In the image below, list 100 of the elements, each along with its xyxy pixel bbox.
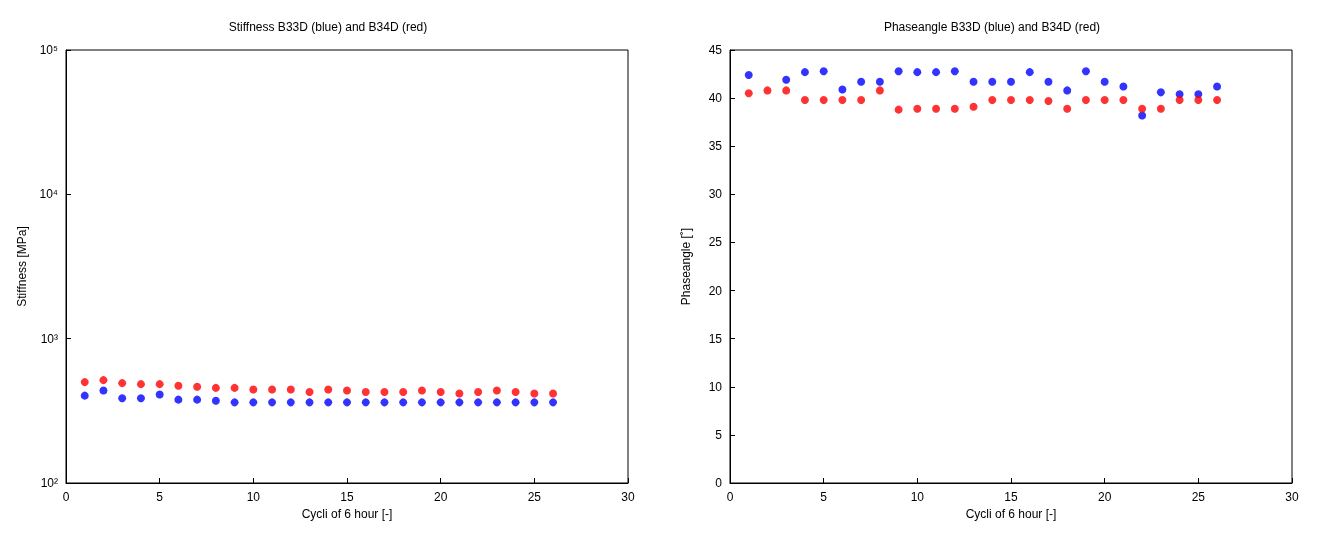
point — [174, 395, 183, 404]
point — [1175, 96, 1184, 105]
point — [782, 86, 791, 95]
point — [324, 385, 333, 394]
point — [230, 383, 239, 392]
x-tick-label: 5 — [820, 490, 828, 504]
point — [1213, 96, 1222, 105]
point — [211, 396, 220, 405]
point — [530, 389, 539, 398]
point — [1025, 68, 1034, 77]
point — [417, 386, 426, 395]
point — [1025, 96, 1034, 105]
x-tick-label: 15 — [340, 490, 354, 504]
y-tick-label: 10⁴ — [39, 187, 58, 202]
point — [380, 388, 389, 397]
y-tick-label: 30 — [708, 187, 723, 202]
point — [988, 96, 997, 105]
point — [875, 77, 884, 86]
point — [1156, 104, 1165, 113]
point — [1138, 104, 1147, 113]
point — [1119, 96, 1128, 105]
point — [1156, 88, 1165, 97]
point — [268, 398, 277, 407]
point — [286, 385, 295, 394]
x-axis-title: Cycli of 6 hour [-] — [965, 506, 1057, 521]
x-tick-label: 25 — [1191, 490, 1206, 504]
point — [155, 380, 164, 389]
point — [1100, 96, 1109, 105]
point — [474, 398, 483, 407]
x-tick-label: 15 — [1004, 490, 1018, 504]
point — [894, 105, 903, 114]
point — [819, 67, 828, 76]
point — [249, 385, 258, 394]
point — [782, 75, 791, 84]
x-tick-label: 5 — [156, 490, 164, 504]
point — [99, 386, 108, 395]
x-tick-label: 20 — [1097, 490, 1112, 504]
point — [1044, 77, 1053, 86]
point — [136, 380, 145, 389]
y-tick-label: 20 — [708, 283, 723, 298]
point — [511, 398, 520, 407]
x-tick-label: 30 — [621, 490, 635, 504]
point — [80, 391, 89, 400]
point — [819, 96, 828, 105]
y-tick-label: 15 — [708, 331, 723, 346]
point — [988, 77, 997, 86]
point — [343, 398, 351, 407]
point — [118, 394, 127, 403]
point — [511, 388, 520, 397]
x-axis-title: Cycli of 6 hour [-] — [301, 506, 393, 521]
point — [436, 398, 445, 407]
point — [838, 85, 847, 94]
point — [1063, 104, 1072, 113]
point — [361, 398, 370, 407]
point — [1194, 96, 1203, 105]
point — [193, 395, 202, 404]
point — [894, 67, 903, 76]
point — [932, 104, 941, 113]
point — [1044, 97, 1053, 105]
chart-title: Phaseangle B33D (blue) and B34D (red) — [883, 20, 1101, 34]
point — [361, 388, 370, 397]
x-tick-label: 30 — [1285, 490, 1299, 504]
y-tick-label: 40 — [708, 91, 723, 106]
y-axis-title: Phaseangle [˚] — [679, 227, 693, 306]
y-axis-title: Stiffness [MPa] — [15, 226, 29, 307]
point — [474, 388, 483, 397]
y-tick-label: 5 — [715, 427, 723, 442]
x-tick-label: 10 — [910, 490, 925, 504]
point — [969, 77, 978, 86]
y-tick-label: 10³ — [40, 331, 58, 346]
point — [763, 86, 772, 95]
chart-title: Stiffness B33D (blue) and B34D (red) — [228, 20, 428, 34]
y-tick-label: 45 — [708, 43, 723, 57]
point — [343, 386, 351, 395]
point — [1081, 96, 1090, 105]
point — [286, 398, 295, 407]
point — [136, 394, 145, 403]
point — [857, 96, 866, 105]
point — [305, 388, 314, 397]
point — [1007, 96, 1015, 105]
point — [174, 381, 183, 390]
point — [193, 382, 202, 391]
point — [1213, 82, 1222, 91]
point — [324, 398, 333, 407]
point — [913, 68, 922, 77]
y-tick-label: 0 — [715, 476, 723, 490]
point — [549, 398, 558, 407]
point — [1100, 77, 1109, 86]
point — [455, 398, 464, 407]
point — [969, 102, 978, 111]
y-tick-label: 10 — [708, 379, 723, 394]
point — [1119, 82, 1128, 91]
x-tick-label: 10 — [246, 490, 261, 504]
y-tick-label: 10² — [40, 476, 58, 490]
point — [268, 385, 277, 394]
point — [800, 68, 809, 77]
point — [549, 389, 558, 398]
point — [155, 390, 164, 399]
point — [913, 104, 922, 113]
point — [492, 398, 501, 407]
